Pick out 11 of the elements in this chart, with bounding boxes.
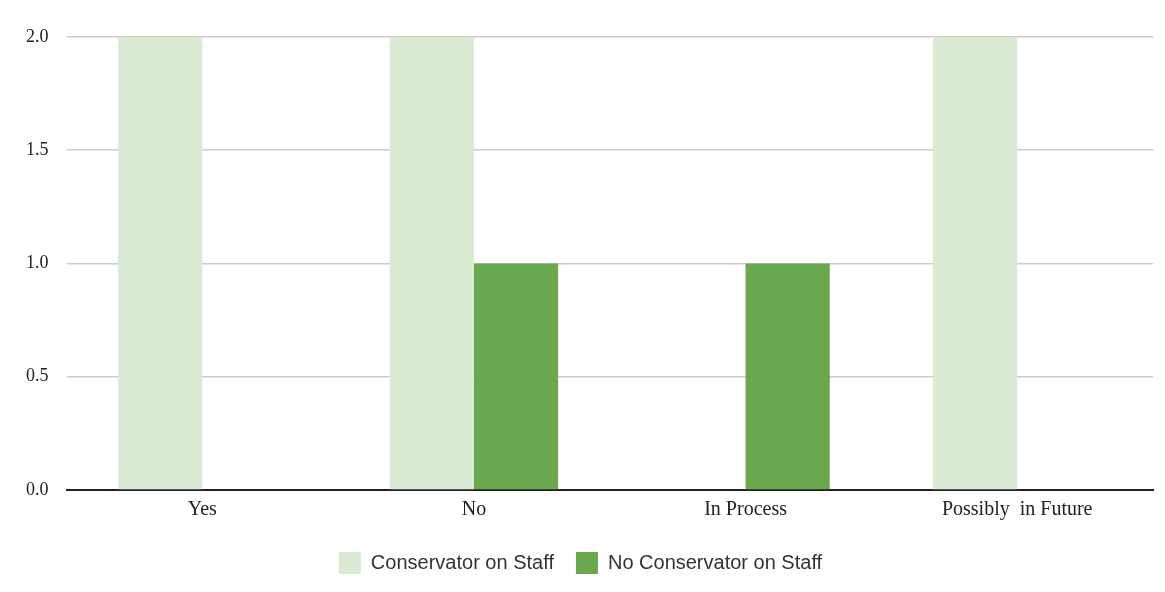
y-tick-label: 0.0 bbox=[26, 478, 49, 499]
x-tick-label: Yes bbox=[187, 497, 218, 520]
y-tick-label: 0.5 bbox=[26, 365, 49, 386]
x-tick-label: No bbox=[461, 497, 487, 520]
legend-label: No Conservator on Staff bbox=[607, 550, 823, 573]
y-tick-label: 2.0 bbox=[26, 25, 49, 46]
x-tick-label: In Process bbox=[704, 497, 788, 520]
x-tick-label: Possibly in Future bbox=[941, 497, 1093, 521]
y-tick-label: 1.0 bbox=[26, 252, 49, 273]
y-tick-label: 1.5 bbox=[26, 138, 49, 159]
legend-label: Conservator on Staff bbox=[370, 550, 555, 573]
